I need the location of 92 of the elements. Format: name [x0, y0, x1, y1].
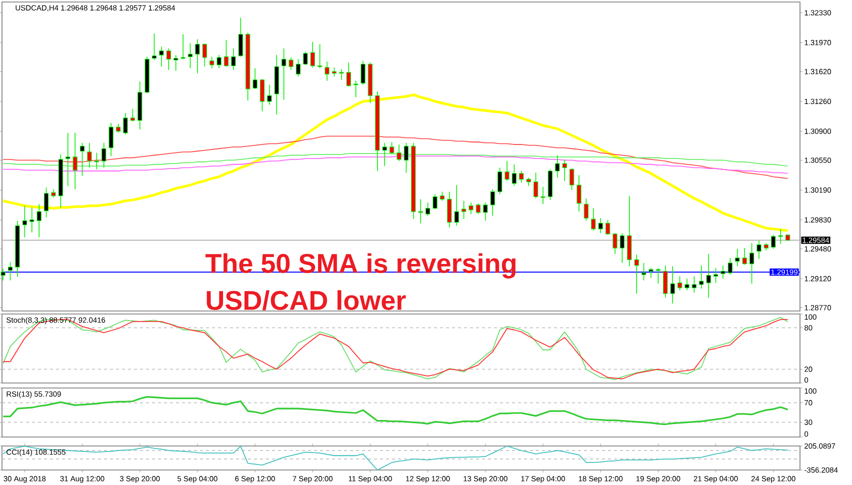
candlestick [310, 41, 315, 68]
candlestick [202, 43, 207, 68]
candlestick [504, 160, 510, 182]
candlestick [80, 142, 85, 176]
candlestick [382, 142, 387, 166]
candlestick [483, 202, 488, 222]
candlestick [490, 188, 495, 216]
candlestick [166, 48, 171, 70]
candlestick [339, 68, 344, 80]
candlestick [454, 184, 459, 226]
candlestick [634, 254, 639, 294]
candlestick [30, 207, 34, 233]
candlestick [252, 68, 258, 90]
candlestick [332, 67, 337, 77]
candlestick [116, 123, 121, 134]
candlestick [390, 142, 394, 155]
candlestick [519, 170, 524, 183]
candlestick [605, 219, 610, 236]
candlestick [569, 168, 574, 190]
candlestick [224, 40, 229, 68]
candlestick [282, 48, 286, 100]
candlestick [44, 187, 49, 218]
candlestick [749, 242, 754, 284]
candlestick [94, 152, 99, 170]
candlestick [210, 56, 214, 69]
candlestick [756, 240, 762, 260]
candlestick [742, 248, 747, 266]
candlestick [512, 164, 517, 186]
candlestick [36, 204, 42, 238]
candlestick [706, 253, 711, 298]
candlestick [728, 258, 732, 275]
candlestick [72, 132, 78, 190]
candlestick [692, 276, 696, 294]
candlestick [404, 142, 409, 174]
candlestick [180, 34, 186, 60]
candlestick [533, 172, 538, 199]
candlestick [497, 167, 502, 195]
candlestick [468, 202, 474, 214]
candlestick [476, 202, 481, 214]
candlestick [648, 268, 654, 278]
candlestick [720, 265, 726, 280]
candlestick [123, 112, 128, 135]
candlestick [432, 194, 438, 210]
candlestick [426, 202, 430, 216]
candlestick [540, 186, 546, 205]
candlestick [195, 38, 200, 74]
candlestick [641, 262, 646, 281]
candlestick [188, 43, 193, 69]
candlestick [670, 266, 675, 304]
candlestick [159, 46, 164, 68]
candlestick [713, 268, 718, 284]
candlestick [152, 33, 157, 60]
annotation: USD/CAD lower [206, 290, 406, 310]
candlestick [87, 142, 92, 168]
candlestick [260, 78, 265, 112]
candlestick [699, 265, 704, 290]
candlestick [396, 144, 402, 162]
candlestick [102, 142, 106, 168]
candlestick [318, 44, 322, 69]
candlestick [620, 232, 625, 264]
candlestick [612, 232, 618, 254]
candlestick [447, 191, 452, 228]
candlestick [360, 60, 366, 86]
candlestick [555, 154, 560, 178]
candlestick [663, 265, 668, 298]
candlestick [440, 191, 445, 202]
candlestick [216, 54, 222, 69]
candlestick [66, 132, 70, 186]
candlestick [288, 57, 294, 70]
candlestick [684, 278, 690, 291]
candlestick [108, 122, 114, 156]
candlestick [354, 80, 358, 98]
candlestick [130, 108, 135, 122]
candlestick [462, 200, 466, 220]
candlestick [771, 234, 776, 250]
candlestick [296, 58, 301, 77]
candlestick [231, 48, 236, 70]
candlestick [267, 84, 272, 106]
candlestick [346, 62, 351, 87]
candlestick [303, 51, 308, 66]
candlestick [677, 276, 682, 291]
candlestick [324, 61, 330, 82]
candlestick [591, 208, 596, 232]
candlestick [576, 174, 582, 212]
candlestick [778, 228, 783, 244]
candlestick [238, 17, 243, 58]
candlestick [598, 218, 603, 234]
candlestick [562, 159, 567, 182]
candlestick [174, 54, 178, 72]
candlestick [584, 198, 589, 222]
candlestick [22, 205, 27, 238]
candlestick [735, 248, 740, 267]
